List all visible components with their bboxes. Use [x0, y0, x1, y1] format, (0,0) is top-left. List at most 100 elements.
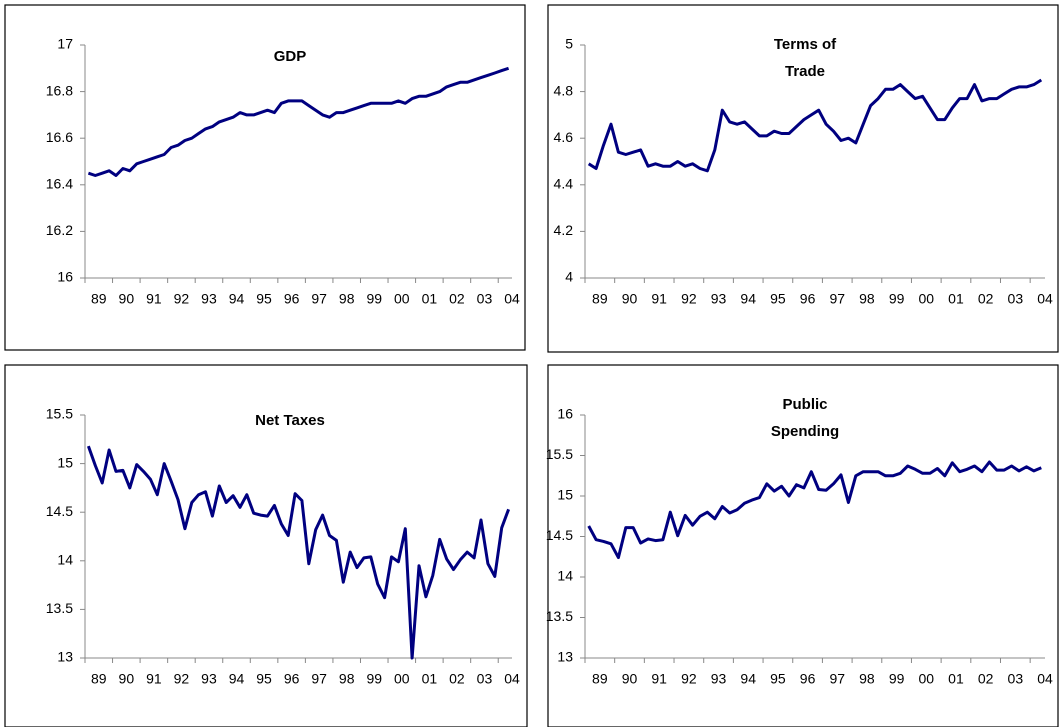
x-tick-label: 96 — [800, 291, 816, 307]
x-tick-label: 04 — [504, 291, 520, 307]
x-tick-label: 93 — [201, 291, 217, 307]
series-line — [587, 460, 1042, 560]
x-tick-label: 02 — [978, 671, 994, 687]
chart-panel: 4 4.2 4.4 4.6 4.8 5 89 90 91 92 93 94 95 96 97 98 99 00 01… — [547, 4, 1059, 353]
y-tick-label: 4.4 — [554, 176, 574, 192]
y-tick-label: 13.5 — [546, 608, 573, 624]
x-tick-label: 90 — [622, 671, 638, 687]
x-tick-label: 02 — [449, 291, 465, 307]
x-tick-label: 94 — [229, 291, 245, 307]
x-tick-label: 91 — [146, 291, 162, 307]
panel-box — [4, 364, 528, 727]
y-tick-label: 15.5 — [546, 446, 573, 462]
panel-title: Public — [782, 396, 827, 413]
panel-title: Spending — [771, 423, 839, 440]
y-tick-label: 16.2 — [46, 222, 73, 238]
x-tick-label: 92 — [174, 671, 190, 687]
x-tick-label: 91 — [651, 671, 667, 687]
x-tick-label: 96 — [800, 671, 816, 687]
x-tick-label: 93 — [711, 671, 727, 687]
x-tick-label: 92 — [174, 291, 190, 307]
x-tick-label: 01 — [948, 291, 964, 307]
x-tick-label: 99 — [889, 291, 905, 307]
panel-box — [547, 4, 1059, 353]
y-tick-label: 13.5 — [46, 600, 73, 616]
y-tick-label: 15.5 — [46, 406, 73, 422]
panel-box — [547, 364, 1059, 727]
y-tick-label: 4.2 — [554, 222, 574, 238]
x-tick-label: 98 — [339, 671, 355, 687]
panel-title: GDP — [274, 48, 307, 65]
y-tick-label: 16 — [557, 406, 573, 422]
x-tick-label: 00 — [394, 671, 410, 687]
x-tick-label: 03 — [1008, 291, 1024, 307]
y-tick-label: 17 — [57, 36, 73, 52]
panel-box — [4, 4, 526, 351]
x-tick-label: 97 — [311, 291, 327, 307]
y-tick-label: 15 — [57, 454, 73, 470]
x-tick-label: 94 — [740, 291, 756, 307]
chart-panel: 13 13.5 14 14.5 15 15.5 89 90 91 92 93 94 95 96 97 98 99… — [4, 364, 528, 727]
x-tick-label: 98 — [859, 291, 875, 307]
x-tick-label: 97 — [311, 671, 327, 687]
x-tick-label: 04 — [1037, 671, 1053, 687]
x-tick-label: 01 — [422, 671, 438, 687]
x-tick-label: 89 — [592, 291, 608, 307]
x-tick-label: 98 — [859, 671, 875, 687]
panel-title: Trade — [785, 63, 825, 80]
y-tick-label: 4 — [565, 269, 573, 285]
x-tick-label: 92 — [681, 671, 697, 687]
x-tick-label: 00 — [919, 671, 935, 687]
x-tick-label: 03 — [477, 671, 493, 687]
y-tick-label: 14 — [57, 552, 73, 568]
x-tick-label: 98 — [339, 291, 355, 307]
x-tick-label: 97 — [829, 671, 845, 687]
x-tick-label: 97 — [829, 291, 845, 307]
x-tick-label: 01 — [948, 671, 964, 687]
x-tick-label: 96 — [284, 291, 300, 307]
y-tick-label: 5 — [565, 36, 573, 52]
x-tick-label: 95 — [770, 291, 786, 307]
x-tick-label: 93 — [201, 671, 217, 687]
series-line — [86, 445, 511, 660]
x-tick-label: 95 — [256, 291, 272, 307]
y-tick-label: 16.4 — [46, 176, 73, 192]
x-tick-label: 00 — [919, 291, 935, 307]
panel-title: Terms of — [774, 36, 837, 53]
x-tick-label: 96 — [284, 671, 300, 687]
y-tick-label: 16 — [57, 269, 73, 285]
chart-panel: 16 16.2 16.4 16.6 16.8 17 89 90 91 92 93 94 95 96 97 98… — [4, 4, 526, 351]
x-tick-label: 93 — [711, 291, 727, 307]
x-tick-label: 89 — [91, 671, 107, 687]
y-tick-label: 13 — [557, 649, 573, 665]
x-tick-label: 99 — [366, 671, 382, 687]
y-tick-label: 14.5 — [546, 527, 573, 543]
x-tick-label: 04 — [1037, 291, 1053, 307]
x-tick-label: 94 — [740, 671, 756, 687]
x-tick-label: 90 — [119, 671, 135, 687]
chart-panel: 13 13.5 14 14.5 15 15.5 16 89 90 91 92 93 94 95 96 97 98… — [546, 364, 1059, 727]
x-tick-label: 02 — [449, 671, 465, 687]
series-line — [87, 66, 510, 177]
x-tick-label: 92 — [681, 291, 697, 307]
x-tick-label: 00 — [394, 291, 410, 307]
x-tick-label: 95 — [256, 671, 272, 687]
x-tick-label: 01 — [422, 291, 438, 307]
y-tick-label: 16.8 — [46, 82, 73, 98]
y-tick-label: 16.6 — [46, 129, 73, 145]
x-tick-label: 89 — [592, 671, 608, 687]
y-tick-label: 14 — [557, 568, 573, 584]
x-tick-label: 02 — [978, 291, 994, 307]
x-tick-label: 91 — [146, 671, 162, 687]
series-line — [587, 78, 1043, 173]
x-tick-label: 91 — [651, 291, 667, 307]
x-tick-label: 90 — [119, 291, 135, 307]
y-tick-label: 14.5 — [46, 503, 73, 519]
x-tick-label: 95 — [770, 671, 786, 687]
x-tick-label: 94 — [229, 671, 245, 687]
x-tick-label: 99 — [889, 671, 905, 687]
x-tick-label: 90 — [622, 291, 638, 307]
y-tick-label: 4.6 — [554, 129, 574, 145]
x-tick-label: 03 — [1008, 671, 1024, 687]
